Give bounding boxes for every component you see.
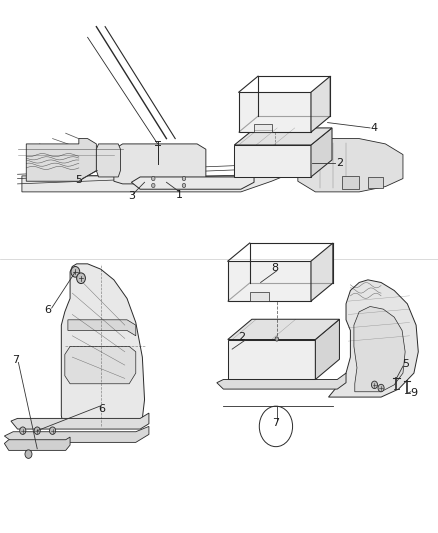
Text: 6: 6 (99, 405, 106, 414)
Text: 5: 5 (402, 359, 409, 368)
Polygon shape (315, 319, 339, 379)
Text: 9: 9 (410, 389, 417, 398)
Text: 2: 2 (336, 158, 343, 167)
Circle shape (371, 381, 378, 389)
Text: 7: 7 (12, 355, 19, 365)
Polygon shape (4, 437, 70, 450)
Polygon shape (354, 306, 405, 392)
Bar (368, 177, 383, 188)
Polygon shape (68, 320, 136, 336)
Bar (250, 292, 269, 301)
Polygon shape (96, 144, 120, 177)
Bar (254, 124, 272, 132)
Polygon shape (228, 340, 315, 379)
Circle shape (275, 337, 279, 341)
Polygon shape (61, 264, 145, 426)
Polygon shape (311, 128, 332, 177)
Polygon shape (328, 280, 418, 397)
Text: 3: 3 (128, 191, 135, 200)
Polygon shape (217, 373, 346, 389)
Polygon shape (131, 172, 254, 189)
Circle shape (378, 384, 384, 392)
Circle shape (71, 266, 80, 277)
Polygon shape (11, 413, 149, 429)
Polygon shape (228, 261, 311, 301)
Polygon shape (311, 76, 330, 132)
Circle shape (77, 273, 85, 284)
Polygon shape (234, 145, 311, 177)
Circle shape (152, 183, 155, 188)
Polygon shape (114, 144, 206, 184)
Polygon shape (228, 319, 339, 340)
Circle shape (20, 427, 26, 434)
Bar (342, 176, 359, 189)
Circle shape (34, 427, 40, 434)
Circle shape (182, 176, 186, 181)
Text: 4: 4 (371, 123, 378, 133)
Circle shape (25, 450, 32, 458)
Polygon shape (298, 139, 403, 192)
Polygon shape (234, 128, 332, 145)
Circle shape (152, 176, 155, 181)
Text: 5: 5 (75, 175, 82, 184)
Text: 8: 8 (272, 263, 279, 273)
Text: 1: 1 (176, 190, 183, 199)
Circle shape (49, 427, 56, 434)
Circle shape (182, 183, 186, 188)
Text: 6: 6 (44, 305, 51, 315)
Polygon shape (22, 160, 298, 192)
Text: 2: 2 (238, 333, 245, 342)
Text: 7: 7 (272, 418, 279, 427)
Polygon shape (239, 92, 311, 132)
Polygon shape (26, 139, 96, 181)
Polygon shape (4, 426, 149, 442)
Polygon shape (65, 346, 136, 384)
Polygon shape (311, 243, 333, 301)
